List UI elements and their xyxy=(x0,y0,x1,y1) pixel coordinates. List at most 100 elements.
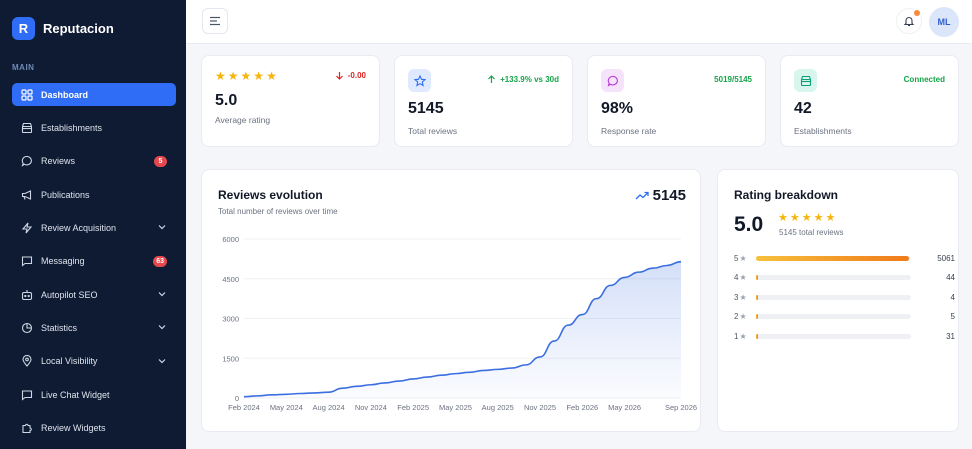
breakdown-star-value: 3 xyxy=(734,292,739,302)
sidebar-item-review-widgets[interactable]: Review Widgets xyxy=(12,416,176,439)
star-outline-icon xyxy=(408,69,431,92)
store-icon xyxy=(20,121,33,134)
x-tick-label: Nov 2024 xyxy=(355,403,387,412)
rating-change: -0.00 xyxy=(335,71,366,80)
breakdown-bar-fill xyxy=(756,333,759,339)
reviews-evolution-card: Reviews evolution Total number of review… xyxy=(201,169,701,432)
sidebar-item-label: Messaging xyxy=(41,256,85,267)
chat-widget-icon xyxy=(20,388,33,401)
y-tick-label: 4500 xyxy=(222,275,239,284)
sidebar-item-dashboard[interactable]: Dashboard xyxy=(12,83,176,106)
x-tick-label: Nov 2025 xyxy=(524,403,556,412)
x-tick-label: Aug 2025 xyxy=(482,403,514,412)
trending-up-icon xyxy=(635,191,649,199)
breakdown-bar-fill xyxy=(756,294,759,300)
star-icon: ★ xyxy=(789,212,800,224)
chart-headline-total: 5145 xyxy=(635,187,686,204)
chevron-down-icon[interactable] xyxy=(157,289,167,299)
breakdown-row: 2 ★ 5 xyxy=(734,311,955,323)
puzzle-icon xyxy=(20,421,33,434)
sidebar-item-statistics[interactable]: Statistics xyxy=(12,316,176,339)
robot-icon xyxy=(20,288,33,301)
stat-card-rating: ★ ★ ★ ★ ★ -0.00 5.0 Average rating xyxy=(201,55,380,147)
sidebar-item-review-acquisition[interactable]: Review Acquisition xyxy=(12,216,176,239)
chat-bubble-icon xyxy=(20,155,33,168)
sidebar-item-label: Reviews xyxy=(41,156,76,167)
sidebar-item-label: Statistics xyxy=(41,322,78,333)
star-icon: ★ xyxy=(813,212,824,224)
y-tick-label: 6000 xyxy=(222,235,239,244)
sidebar-nav: Dashboard Establishments Reviews 5 Publi… xyxy=(12,83,176,449)
breakdown-row-label: 1 ★ xyxy=(734,332,756,341)
star-icon: ★ xyxy=(227,69,239,83)
reviews-change-value: +133.9% vs 30d xyxy=(500,75,559,84)
connection-status: Connected xyxy=(903,75,945,84)
response-ratio: 5019/5145 xyxy=(714,75,752,84)
star-icon: ★ xyxy=(253,69,265,83)
y-tick-label: 1500 xyxy=(222,354,239,363)
sidebar-item-messaging[interactable]: Messaging 63 xyxy=(12,250,176,273)
breakdown-count: 5061 xyxy=(937,253,955,263)
star-icon: ★ xyxy=(739,273,747,282)
arrow-up-icon xyxy=(488,75,495,83)
stat-card-establishments: Connected 42 Establishments xyxy=(780,55,959,147)
breakdown-bar-fill xyxy=(756,314,759,319)
breakdown-stars: ★ ★ ★ ★ ★ xyxy=(778,212,835,224)
sidebar-item-label: Local Visibility xyxy=(41,356,98,367)
breakdown-bar-track xyxy=(756,255,911,261)
breakdown-row: 3 ★ 4 xyxy=(734,291,955,303)
avatar[interactable]: ML xyxy=(929,7,959,37)
sidebar-item-label: Review Acquisition xyxy=(41,222,117,233)
breakdown-row: 4 ★ 44 xyxy=(734,272,955,284)
star-icon: ★ xyxy=(739,292,747,302)
star-icon: ★ xyxy=(739,253,747,263)
sidebar-item-establishments[interactable]: Establishments xyxy=(12,116,176,139)
breakdown-bar-track xyxy=(756,294,911,300)
sidebar-item-label: Review Widgets xyxy=(41,422,106,433)
reviews-area-chart: 0 1500 3000 4500 6000 Feb 2024 May 2024 Aug 202… xyxy=(222,235,697,412)
breakdown-row-label: 3 ★ xyxy=(734,293,756,302)
breakdown-star-value: 2 xyxy=(734,312,739,321)
rating-change-value: -0.00 xyxy=(347,71,366,80)
chevron-down-icon[interactable] xyxy=(157,322,167,332)
series-line xyxy=(243,260,682,398)
star-icon: ★ xyxy=(778,212,788,224)
stat-value: 42 xyxy=(794,100,812,117)
sidebar-item-publications[interactable]: Publications xyxy=(12,183,176,206)
star-icon: ★ xyxy=(801,212,812,224)
sidebar-item-live-chat-widget[interactable]: Live Chat Widget xyxy=(12,383,176,406)
x-tick-label: May 2025 xyxy=(439,403,472,412)
breakdown-bar-fill xyxy=(756,255,909,261)
notifications-button[interactable] xyxy=(896,8,922,34)
sidebar-item-autopilot-seo[interactable]: Autopilot SEO xyxy=(12,283,176,306)
chevron-down-icon[interactable] xyxy=(157,356,167,366)
breakdown-average: 5.0 xyxy=(734,213,764,236)
series-area xyxy=(244,261,681,398)
x-tick-label: May 2026 xyxy=(608,403,641,412)
star-icon: ★ xyxy=(825,212,836,224)
sidebar-item-local-visibility[interactable]: Local Visibility xyxy=(12,350,176,373)
star-icon: ★ xyxy=(266,69,277,83)
x-tick-label: Aug 2024 xyxy=(313,403,345,412)
chart-title: Reviews evolution xyxy=(218,188,323,202)
breakdown-bar-track xyxy=(756,275,911,280)
breakdown-bar-track xyxy=(756,333,911,339)
chevron-down-icon[interactable] xyxy=(157,222,167,232)
y-tick-label: 0 xyxy=(235,394,239,403)
breakdown-star-value: 5 xyxy=(734,253,739,263)
sidebar-item-label: Publications xyxy=(41,189,90,200)
sidebar-item-label: Autopilot SEO xyxy=(41,289,98,300)
sidebar-item-reviews[interactable]: Reviews 5 xyxy=(12,150,176,173)
brand-name: Reputacion xyxy=(43,21,114,36)
x-tick-label: Feb 2024 xyxy=(228,403,260,412)
brand-logo: R xyxy=(12,17,35,40)
menu-toggle-button[interactable] xyxy=(202,8,228,34)
chart-subtitle: Total number of reviews over time xyxy=(218,207,338,216)
headline-total-value: 5145 xyxy=(652,187,686,204)
stat-label: Response rate xyxy=(601,126,657,136)
brand[interactable]: R Reputacion xyxy=(12,17,114,40)
stat-label: Establishments xyxy=(794,126,852,136)
star-icon: ★ xyxy=(739,312,747,321)
breakdown-count: 44 xyxy=(946,273,955,282)
breakdown-count: 5 xyxy=(950,312,955,321)
